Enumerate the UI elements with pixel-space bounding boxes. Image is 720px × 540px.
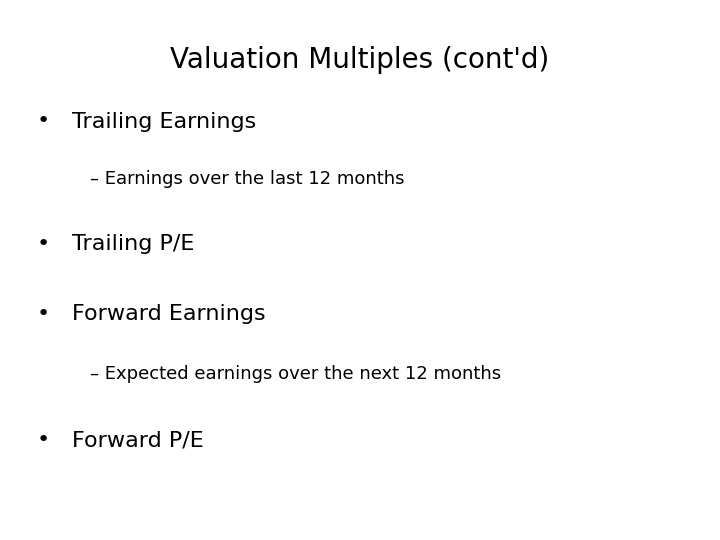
Text: Forward Earnings: Forward Earnings [72, 304, 266, 325]
Text: Valuation Multiples (cont'd): Valuation Multiples (cont'd) [171, 46, 549, 74]
Text: •: • [37, 430, 50, 450]
Text: – Earnings over the last 12 months: – Earnings over the last 12 months [90, 170, 405, 188]
Text: Forward P/E: Forward P/E [72, 430, 204, 450]
Text: Trailing Earnings: Trailing Earnings [72, 111, 256, 132]
Text: •: • [37, 111, 50, 132]
Text: – Expected earnings over the next 12 months: – Expected earnings over the next 12 mon… [90, 364, 501, 383]
Text: •: • [37, 304, 50, 325]
Text: Trailing P/E: Trailing P/E [72, 234, 194, 254]
Text: •: • [37, 234, 50, 254]
